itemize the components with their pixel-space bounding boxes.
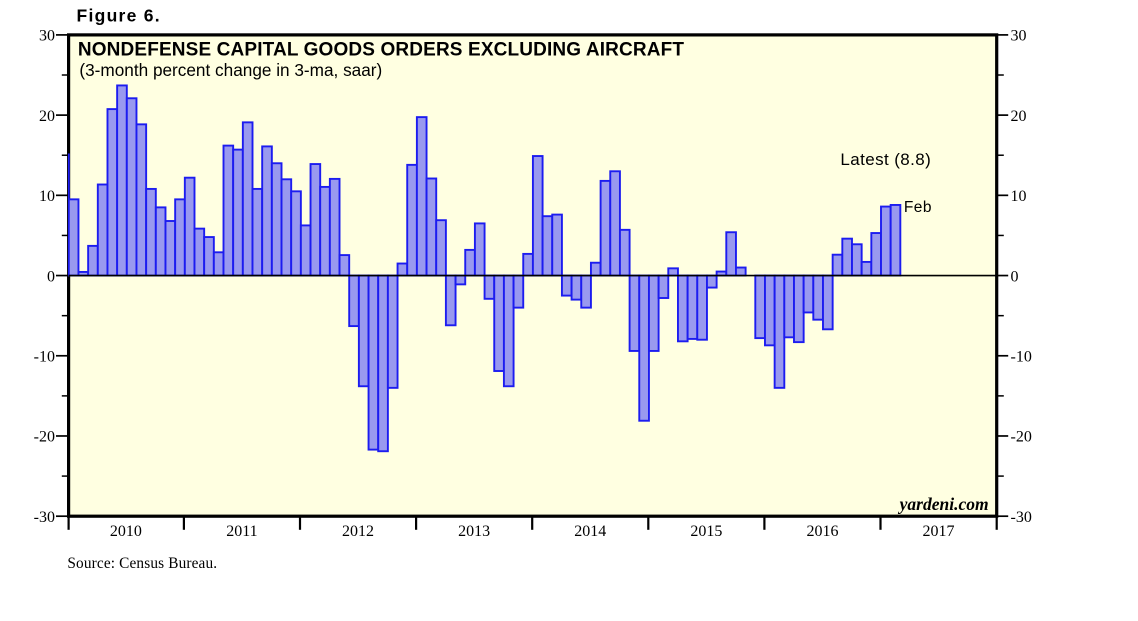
svg-text:2010: 2010 <box>110 523 142 540</box>
svg-text:Feb: Feb <box>904 199 932 216</box>
svg-text:0: 0 <box>1011 268 1019 285</box>
svg-text:NONDEFENSE CAPITAL GOODS ORDER: NONDEFENSE CAPITAL GOODS ORDERS EXCLUDIN… <box>78 40 684 61</box>
svg-text:(3-month percent change in 3-m: (3-month percent change in 3-ma, saar) <box>79 60 382 80</box>
svg-text:20: 20 <box>39 108 55 125</box>
svg-text:-20: -20 <box>1011 429 1032 446</box>
svg-text:30: 30 <box>39 28 55 45</box>
svg-text:Latest (8.8): Latest (8.8) <box>840 150 931 169</box>
svg-text:20: 20 <box>1011 108 1027 125</box>
svg-text:2015: 2015 <box>690 523 722 540</box>
svg-text:-30: -30 <box>1011 509 1032 526</box>
svg-text:2013: 2013 <box>458 523 490 540</box>
svg-text:-10: -10 <box>34 348 55 365</box>
svg-text:10: 10 <box>39 188 55 205</box>
svg-text:-10: -10 <box>1011 348 1032 365</box>
svg-text:Source: Census Bureau.: Source: Census Bureau. <box>67 555 217 572</box>
svg-text:yardeni.com: yardeni.com <box>898 494 989 514</box>
svg-text:-20: -20 <box>34 429 55 446</box>
svg-text:2012: 2012 <box>342 523 374 540</box>
svg-text:Figure 6.: Figure 6. <box>77 6 161 26</box>
svg-text:2017: 2017 <box>923 523 955 540</box>
svg-text:10: 10 <box>1011 188 1027 205</box>
svg-text:30: 30 <box>1011 28 1027 45</box>
svg-text:2011: 2011 <box>226 523 257 540</box>
svg-text:2014: 2014 <box>574 523 606 540</box>
svg-text:0: 0 <box>47 268 55 285</box>
svg-text:2016: 2016 <box>806 523 838 540</box>
svg-text:-30: -30 <box>34 509 55 526</box>
